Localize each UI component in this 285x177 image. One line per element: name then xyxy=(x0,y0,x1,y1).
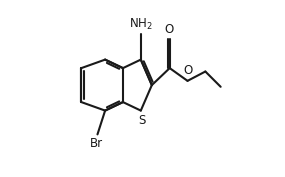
Text: Br: Br xyxy=(90,137,103,150)
Text: O: O xyxy=(184,64,193,77)
Text: O: O xyxy=(164,23,173,36)
Text: NH$_2$: NH$_2$ xyxy=(129,16,153,32)
Text: S: S xyxy=(138,114,145,127)
